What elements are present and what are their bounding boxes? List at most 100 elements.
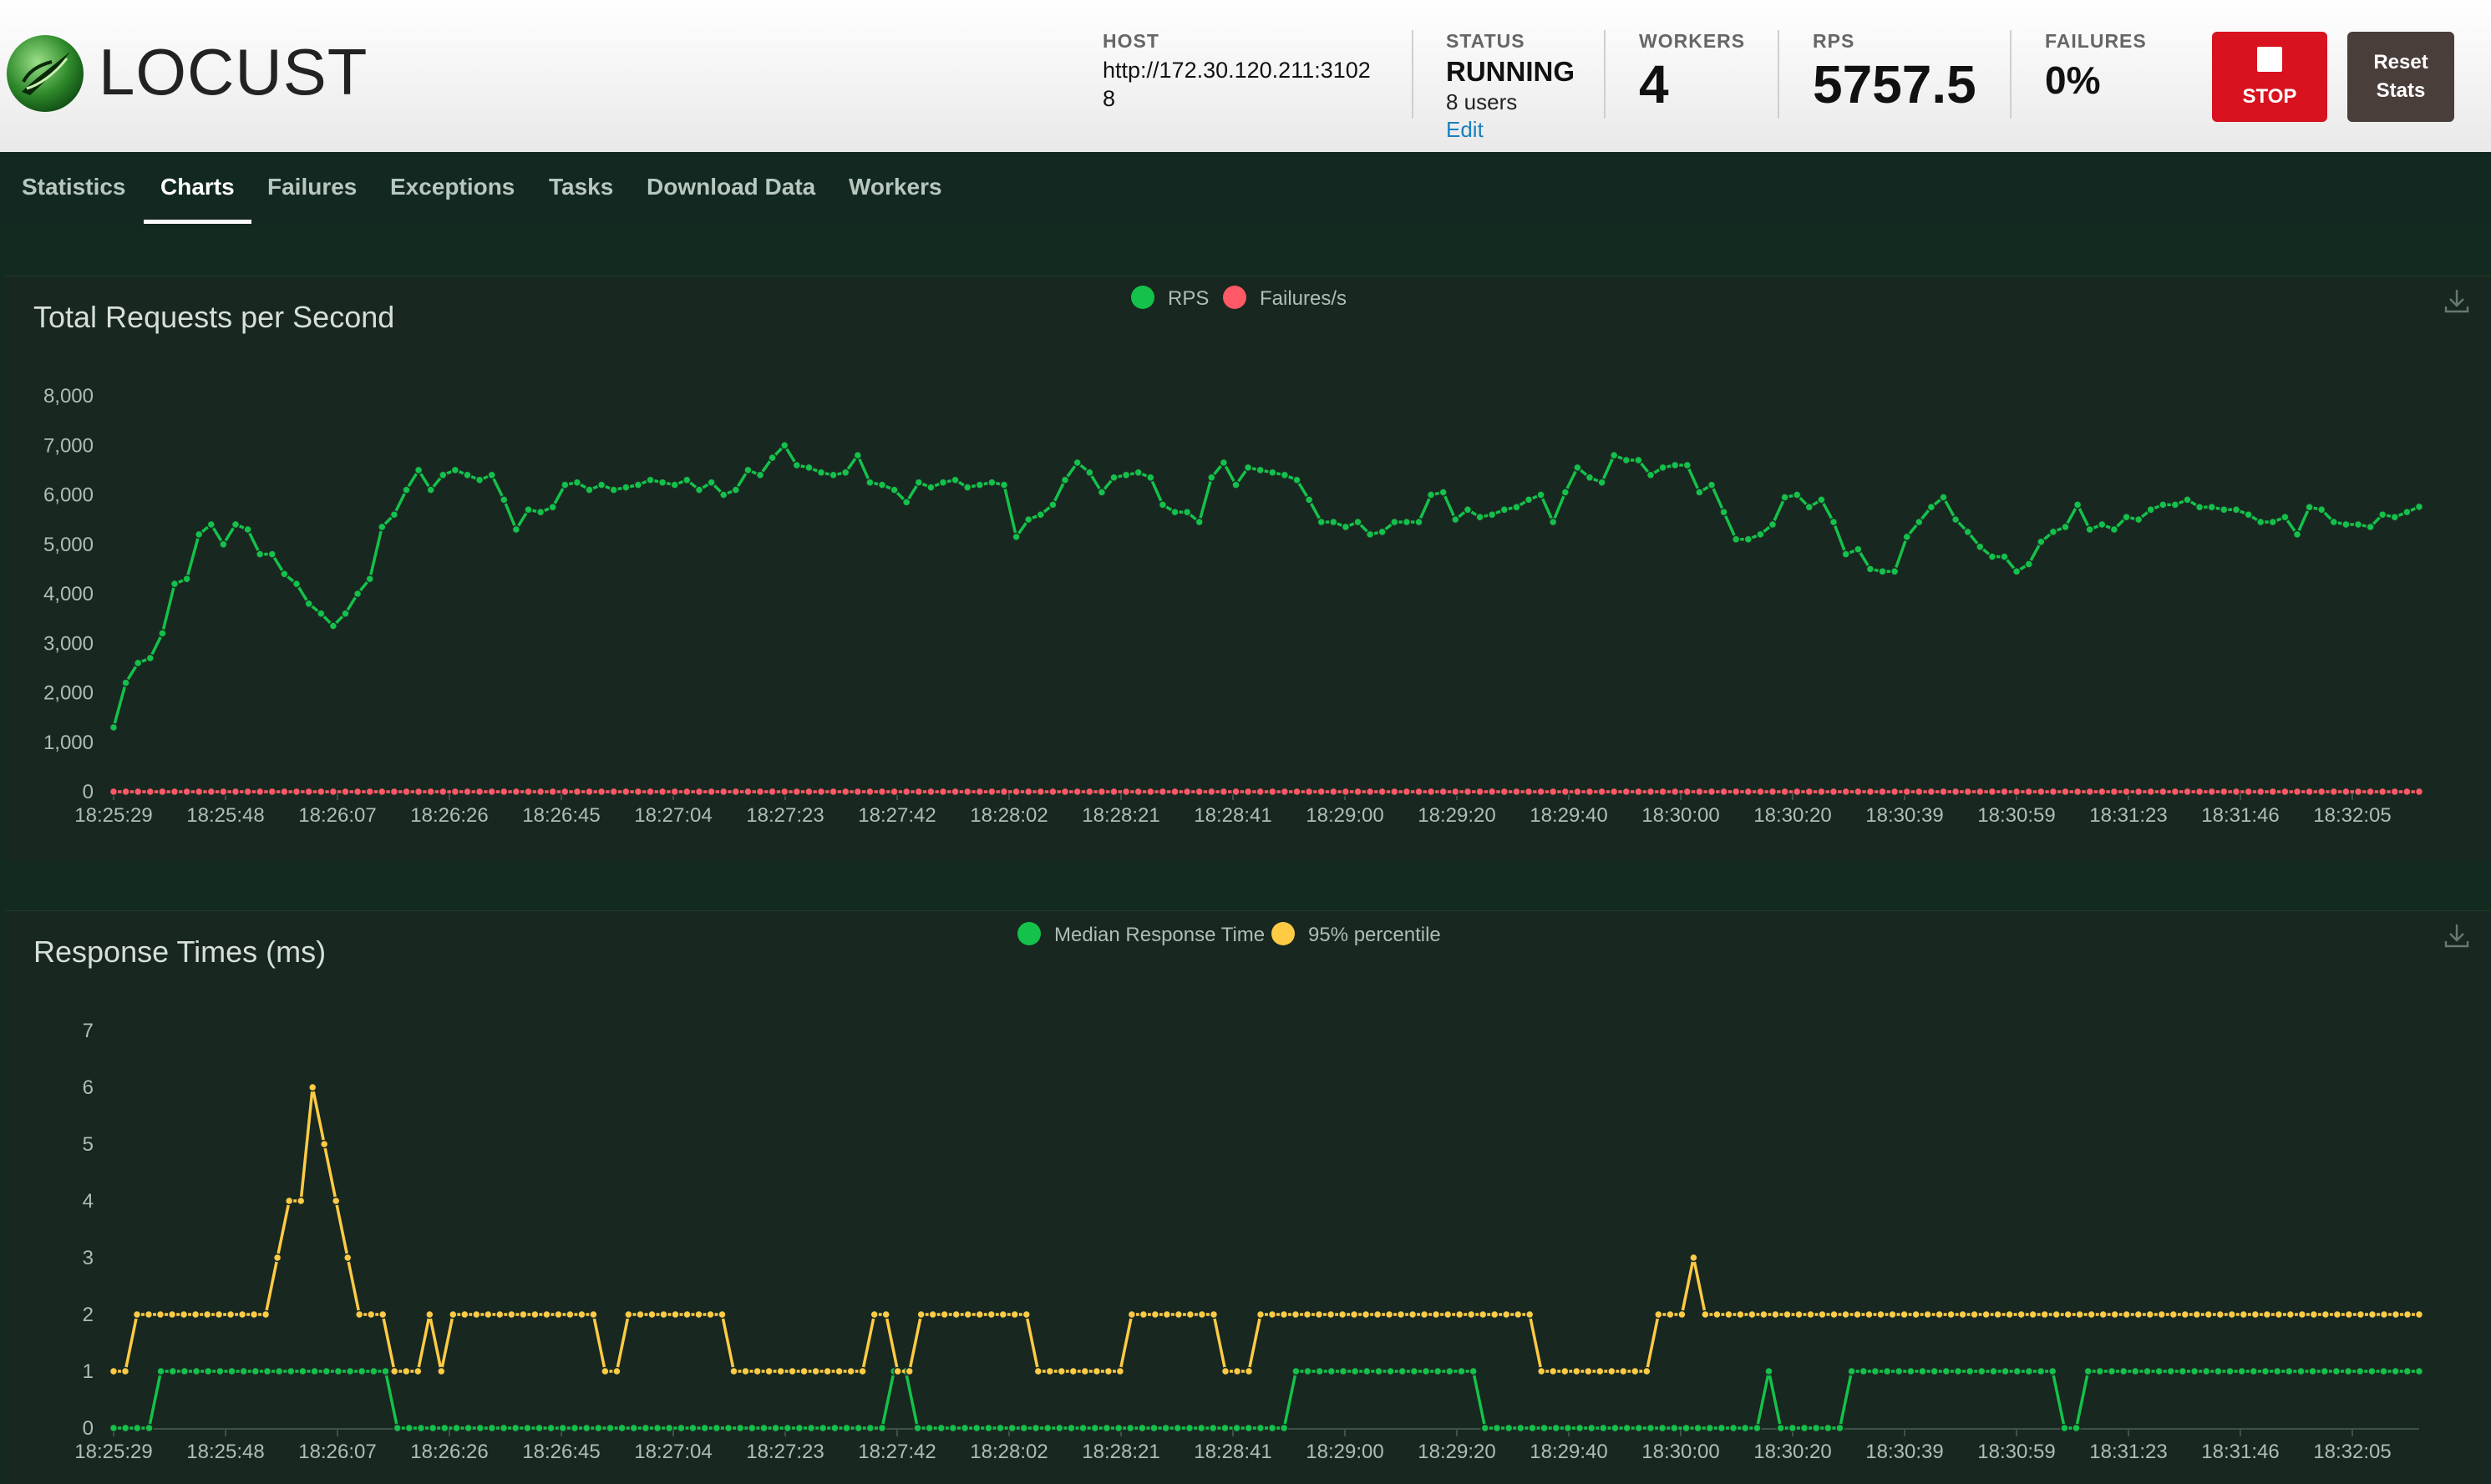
data-point[interactable]: [1386, 1366, 1395, 1376]
data-point[interactable]: [783, 1423, 793, 1433]
data-point[interactable]: [659, 1309, 668, 1319]
data-point[interactable]: [1048, 787, 1058, 797]
data-point[interactable]: [354, 1309, 364, 1319]
data-point[interactable]: [877, 1423, 887, 1433]
data-point[interactable]: [2329, 517, 2339, 527]
data-point[interactable]: [1057, 1366, 1067, 1376]
legend-marker[interactable]: [1017, 922, 1041, 945]
data-point[interactable]: [1010, 1309, 1020, 1319]
data-point[interactable]: [1487, 787, 1497, 797]
data-point[interactable]: [298, 1366, 307, 1376]
data-point[interactable]: [523, 1423, 532, 1433]
data-point[interactable]: [901, 498, 911, 507]
data-point[interactable]: [378, 1309, 388, 1319]
data-point[interactable]: [1097, 787, 1107, 797]
data-point[interactable]: [816, 468, 826, 478]
data-point[interactable]: [1794, 1309, 1804, 1319]
data-point[interactable]: [251, 1366, 261, 1376]
data-point[interactable]: [1693, 1423, 1702, 1433]
data-point[interactable]: [1267, 1309, 1277, 1319]
data-point[interactable]: [707, 787, 716, 797]
data-point[interactable]: [2274, 1309, 2284, 1319]
data-point[interactable]: [2098, 787, 2107, 797]
data-point[interactable]: [2047, 1366, 2057, 1376]
data-point[interactable]: [585, 787, 594, 797]
data-point[interactable]: [840, 468, 850, 478]
legend-marker[interactable]: [1131, 286, 1154, 309]
data-point[interactable]: [180, 1366, 190, 1376]
data-point[interactable]: [214, 1309, 224, 1319]
data-point[interactable]: [1882, 1366, 1892, 1376]
data-point[interactable]: [2262, 1309, 2272, 1319]
data-point[interactable]: [1743, 534, 1753, 544]
data-point[interactable]: [1560, 787, 1570, 797]
data-point[interactable]: [1409, 1366, 1419, 1376]
data-point[interactable]: [1499, 787, 1509, 797]
data-point[interactable]: [594, 1423, 603, 1433]
data-point[interactable]: [524, 505, 533, 514]
data-point[interactable]: [2052, 1309, 2061, 1319]
data-point[interactable]: [1788, 1423, 1798, 1433]
data-point[interactable]: [1701, 1309, 1710, 1319]
data-point[interactable]: [1596, 1366, 1605, 1376]
data-point[interactable]: [1609, 450, 1619, 460]
data-point[interactable]: [1419, 1309, 1429, 1319]
data-point[interactable]: [2316, 505, 2326, 514]
data-point[interactable]: [2244, 787, 2253, 797]
data-point[interactable]: [570, 1423, 580, 1433]
data-point[interactable]: [1563, 1423, 1573, 1433]
data-point[interactable]: [378, 522, 387, 532]
data-point[interactable]: [731, 485, 741, 494]
data-point[interactable]: [389, 1366, 399, 1376]
data-point[interactable]: [1365, 787, 1375, 797]
data-point[interactable]: [1414, 787, 1423, 797]
data-point[interactable]: [1654, 1309, 1663, 1319]
data-point[interactable]: [1022, 1309, 1032, 1319]
data-point[interactable]: [1055, 1423, 1064, 1433]
data-point[interactable]: [636, 1309, 645, 1319]
data-point[interactable]: [2225, 1366, 2235, 1376]
data-point[interactable]: [1480, 1423, 1490, 1433]
data-point[interactable]: [572, 787, 582, 797]
data-point[interactable]: [2331, 1366, 2341, 1376]
data-point[interactable]: [1362, 1366, 1372, 1376]
data-point[interactable]: [1841, 1309, 1850, 1319]
data-point[interactable]: [1512, 503, 1521, 512]
data-point[interactable]: [1219, 787, 1229, 797]
data-point[interactable]: [1804, 787, 1814, 797]
data-point[interactable]: [1012, 787, 1021, 797]
data-point[interactable]: [2133, 514, 2143, 524]
data-point[interactable]: [865, 478, 875, 487]
data-point[interactable]: [2296, 1366, 2306, 1376]
data-point[interactable]: [428, 1423, 438, 1433]
data-point[interactable]: [1551, 1423, 1561, 1433]
data-point[interactable]: [1353, 787, 1362, 797]
data-point[interactable]: [1525, 1309, 1535, 1319]
tab-exceptions[interactable]: Exceptions: [390, 174, 515, 200]
data-point[interactable]: [1150, 1309, 1160, 1319]
data-point[interactable]: [1045, 1366, 1055, 1376]
data-point[interactable]: [274, 1366, 284, 1376]
data-point[interactable]: [535, 1423, 544, 1433]
data-point[interactable]: [2220, 505, 2229, 514]
data-point[interactable]: [2122, 1309, 2131, 1319]
data-point[interactable]: [1705, 1423, 1715, 1433]
data-point[interactable]: [1906, 1366, 1915, 1376]
data-point[interactable]: [450, 465, 460, 475]
data-point[interactable]: [1109, 473, 1119, 483]
data-point[interactable]: [2017, 1309, 2026, 1319]
data-point[interactable]: [670, 480, 679, 489]
data-point[interactable]: [612, 1366, 621, 1376]
data-point[interactable]: [1536, 787, 1545, 797]
data-point[interactable]: [2072, 500, 2083, 509]
data-point[interactable]: [938, 478, 948, 487]
data-point[interactable]: [2220, 787, 2229, 797]
data-point[interactable]: [1941, 1366, 1951, 1376]
data-point[interactable]: [718, 490, 728, 499]
data-point[interactable]: [2024, 560, 2033, 569]
data-point[interactable]: [2414, 502, 2424, 512]
data-point[interactable]: [671, 1309, 680, 1319]
data-point[interactable]: [1939, 493, 1948, 502]
data-point[interactable]: [1414, 517, 1423, 527]
data-point[interactable]: [267, 550, 277, 559]
